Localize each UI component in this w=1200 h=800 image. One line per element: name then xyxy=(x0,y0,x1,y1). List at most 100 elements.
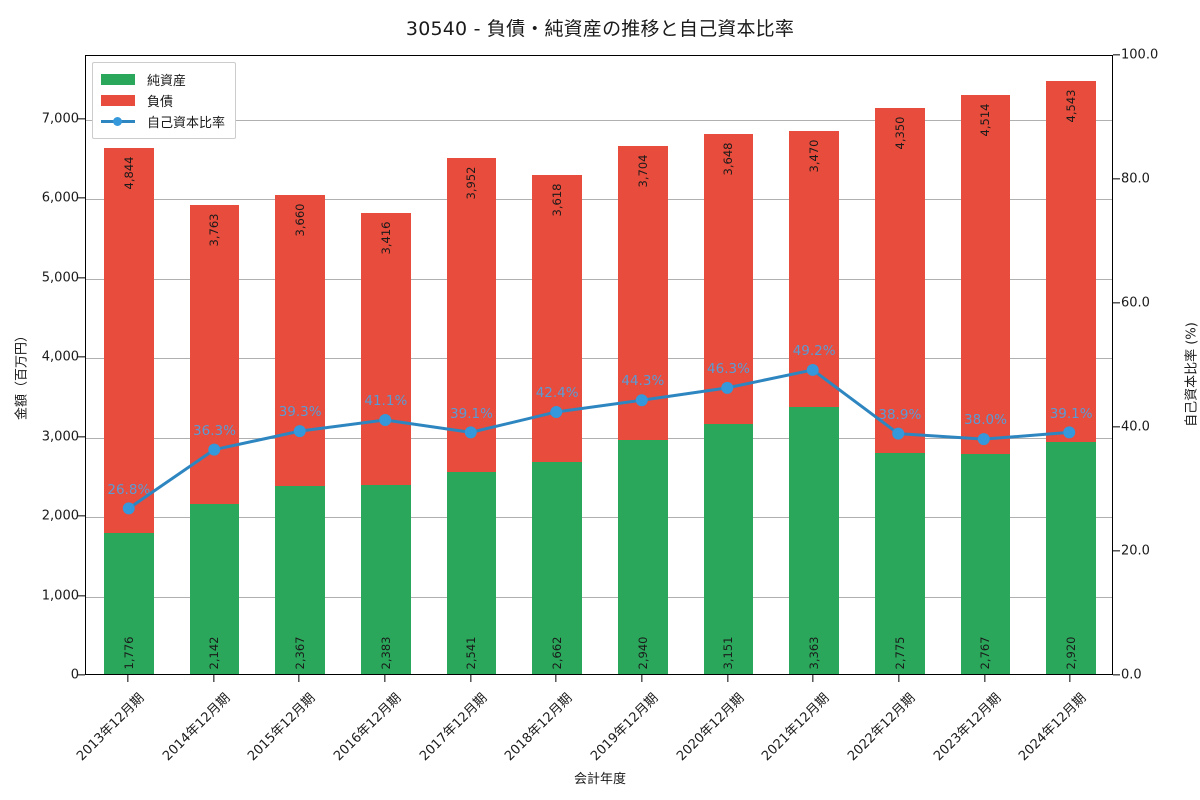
bar-segment-liability[interactable]: 3,704 xyxy=(617,145,668,441)
bar-group[interactable]: 1,776 4,844 xyxy=(103,147,154,674)
bar-value-label-liability: 3,704 xyxy=(635,154,650,188)
bar-segment-liability[interactable]: 3,416 xyxy=(360,213,411,485)
bar-value-label-liability: 3,660 xyxy=(293,203,308,237)
bar-group[interactable]: 2,142 3,763 xyxy=(189,204,240,674)
bar-segment-liability[interactable]: 3,648 xyxy=(703,133,754,424)
bar-segment-equity[interactable]: 1,776 xyxy=(103,532,154,674)
bar-segment-equity[interactable]: 2,142 xyxy=(189,503,240,674)
y-tick-label-right: 60.0 xyxy=(1121,295,1150,311)
bar-segment-liability[interactable]: 3,952 xyxy=(446,157,497,473)
legend-swatch-icon xyxy=(101,74,135,85)
bar-group[interactable]: 2,767 4,514 xyxy=(960,95,1011,674)
bar-segment-equity[interactable]: 2,383 xyxy=(360,484,411,674)
y-tick-label-left: 5,000 xyxy=(41,270,79,286)
bar-value-label-liability: 4,514 xyxy=(978,103,993,137)
x-tick-mark xyxy=(983,675,986,682)
bar-value-label-liability: 3,952 xyxy=(464,166,479,200)
y-tick-mark-left xyxy=(78,276,85,279)
bar-segment-equity[interactable]: 2,920 xyxy=(1046,441,1096,674)
bar-value-label-equity: 2,775 xyxy=(892,636,907,670)
bar-segment-equity[interactable]: 2,662 xyxy=(532,462,582,674)
bar-segment-equity[interactable]: 3,363 xyxy=(789,406,839,674)
y-tick-label-left: 2,000 xyxy=(41,508,79,524)
y-tick-mark-left xyxy=(78,356,85,358)
x-tick-mark xyxy=(555,675,557,682)
bar-value-label-liability: 3,763 xyxy=(207,213,222,247)
bar-value-label-liability: 3,648 xyxy=(721,142,736,176)
legend-line-icon xyxy=(101,116,135,127)
bar-segment-liability[interactable]: 4,844 xyxy=(103,147,154,533)
legend-swatch-icon xyxy=(101,95,135,106)
bar-group[interactable]: 2,367 3,660 xyxy=(275,194,325,674)
x-tick-label: 2014年12月期 xyxy=(159,690,233,765)
x-tick-mark xyxy=(127,675,129,682)
y-tick-mark-right xyxy=(1113,178,1120,180)
y-tick-label-right: 80.0 xyxy=(1121,171,1150,187)
bar-segment-liability[interactable]: 3,660 xyxy=(275,194,325,486)
x-tick-label: 2017年12月期 xyxy=(416,690,490,765)
y-tick-label-right: 40.0 xyxy=(1121,419,1150,435)
bar-segment-equity[interactable]: 2,767 xyxy=(960,454,1011,674)
bar-value-label-equity: 2,662 xyxy=(550,636,565,670)
bar-group[interactable]: 2,775 4,350 xyxy=(874,107,925,674)
bar-group[interactable]: 2,940 3,704 xyxy=(617,145,668,674)
y-tick-mark-left xyxy=(78,594,85,597)
chart-legend: 純資産負債自己資本比率 xyxy=(92,62,237,139)
bar-group[interactable]: 2,662 3,618 xyxy=(532,174,582,674)
legend-item[interactable]: 負債 xyxy=(101,90,225,111)
y-tick-mark-left xyxy=(78,674,85,676)
bar-value-label-equity: 2,767 xyxy=(978,636,993,670)
y-tick-label-left: 6,000 xyxy=(41,190,79,206)
y-axis-label-left: 金額（百万円） xyxy=(14,329,30,421)
bar-value-label-equity: 2,367 xyxy=(293,636,308,670)
legend-item-label: 自己資本比率 xyxy=(147,116,226,131)
bar-group[interactable]: 2,383 3,416 xyxy=(360,213,411,674)
bar-segment-liability[interactable]: 4,514 xyxy=(960,95,1011,455)
x-tick-label: 2020年12月期 xyxy=(673,690,747,765)
bar-value-label-equity: 1,776 xyxy=(121,636,136,670)
bar-segment-liability[interactable]: 3,618 xyxy=(532,174,582,463)
x-tick-mark xyxy=(212,675,215,682)
bar-segment-liability[interactable]: 4,350 xyxy=(874,107,925,454)
bar-value-label-liability: 4,543 xyxy=(1064,89,1079,123)
x-tick-label: 2019年12月期 xyxy=(587,690,662,765)
gridline xyxy=(86,517,1112,519)
bar-group[interactable]: 3,363 3,470 xyxy=(789,130,839,674)
legend-item-label: 純資産 xyxy=(147,74,187,89)
y-tick-mark-left xyxy=(78,435,85,438)
bar-segment-liability[interactable]: 3,763 xyxy=(189,204,240,504)
bar-segment-equity[interactable]: 2,367 xyxy=(275,485,325,674)
y-tick-label-right: 100.0 xyxy=(1121,47,1159,63)
x-tick-mark xyxy=(726,675,729,682)
y-tick-mark-left xyxy=(78,117,85,120)
y-tick-label-left: 3,000 xyxy=(41,429,79,445)
x-tick-mark xyxy=(384,675,386,682)
bar-segment-equity[interactable]: 2,541 xyxy=(446,472,497,674)
bar-segment-equity[interactable]: 2,940 xyxy=(617,440,668,674)
legend-item[interactable]: 純資産 xyxy=(101,69,225,90)
y-tick-label-right: 0.0 xyxy=(1121,667,1142,683)
bar-value-label-equity: 2,920 xyxy=(1064,636,1079,670)
legend-item-label: 負債 xyxy=(147,95,174,110)
bar-value-label-equity: 2,142 xyxy=(207,636,222,670)
x-tick-mark xyxy=(812,675,814,682)
bar-segment-equity[interactable]: 2,775 xyxy=(874,453,925,674)
y-axis-label-right: 自己資本比率 (%) xyxy=(1184,322,1200,427)
bar-value-label-equity: 2,940 xyxy=(635,636,650,670)
y-tick-mark-left xyxy=(78,515,85,517)
y-tick-label-left: 7,000 xyxy=(41,111,79,127)
bar-group[interactable]: 2,541 3,952 xyxy=(446,157,497,674)
bar-segment-liability[interactable]: 4,543 xyxy=(1046,80,1096,442)
bar-segment-equity[interactable]: 3,151 xyxy=(703,423,754,674)
bar-group[interactable]: 2,920 4,543 xyxy=(1046,80,1096,674)
bar-value-label-equity: 2,541 xyxy=(464,636,479,670)
x-tick-label: 2024年12月期 xyxy=(1016,690,1090,765)
gridline xyxy=(86,437,1112,439)
bar-group[interactable]: 3,151 3,648 xyxy=(703,133,754,674)
bar-segment-liability[interactable]: 3,470 xyxy=(789,130,839,407)
gridline xyxy=(86,278,1112,280)
legend-item[interactable]: 自己資本比率 xyxy=(101,111,225,132)
bar-value-label-liability: 3,416 xyxy=(378,221,393,255)
bar-value-label-liability: 4,844 xyxy=(121,156,136,190)
x-tick-label: 2016年12月期 xyxy=(330,690,405,765)
